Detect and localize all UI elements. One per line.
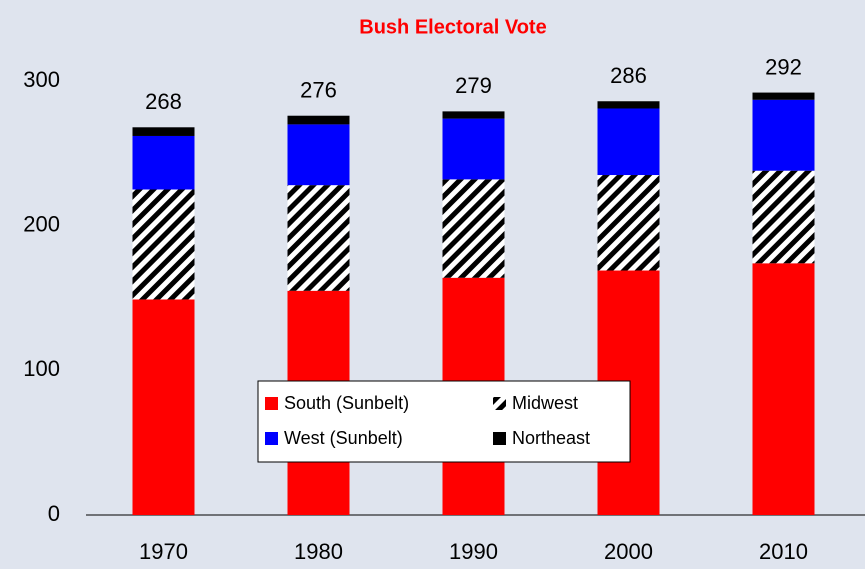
y-tick-label: 200	[23, 211, 60, 236]
total-label: 292	[765, 54, 802, 79]
bar-segment	[132, 127, 195, 136]
legend-label: West (Sunbelt)	[284, 428, 403, 448]
bar-segment	[597, 108, 660, 176]
x-tick-label: 1990	[449, 539, 498, 564]
x-tick-label: 1980	[294, 539, 343, 564]
y-tick-label: 300	[23, 67, 60, 92]
x-tick-label: 1970	[139, 539, 188, 564]
bar-segment	[132, 135, 195, 190]
bar-segment	[442, 111, 505, 119]
legend-swatch	[493, 397, 506, 410]
bar-segment	[287, 185, 350, 291]
chart-title: Bush Electoral Vote	[359, 16, 546, 38]
legend-label: South (Sunbelt)	[284, 393, 409, 413]
legend-label: Midwest	[512, 393, 578, 413]
y-tick-label: 0	[48, 501, 60, 526]
legend-swatch	[493, 432, 506, 445]
bar-segment	[132, 299, 195, 515]
bar-segment	[442, 118, 505, 180]
bar-segment	[287, 124, 350, 186]
bar-segment	[132, 189, 195, 300]
bar-segment	[752, 170, 815, 264]
bar-segment	[752, 99, 815, 171]
total-label: 279	[455, 73, 492, 98]
legend-swatch	[265, 397, 278, 410]
total-label: 268	[145, 89, 182, 114]
legend-swatch	[265, 432, 278, 445]
bar-segment	[752, 92, 815, 100]
y-tick-label: 100	[23, 356, 60, 381]
total-label: 286	[610, 63, 647, 88]
bar-segment	[442, 179, 505, 278]
legend-label: Northeast	[512, 428, 590, 448]
bar-segment	[752, 263, 815, 515]
x-tick-label: 2000	[604, 539, 653, 564]
legend-box	[257, 380, 631, 463]
total-label: 276	[300, 78, 337, 103]
bar-segment	[597, 175, 660, 271]
bar-segment	[597, 101, 660, 109]
bar-segment	[287, 115, 350, 125]
x-tick-label: 2010	[759, 539, 808, 564]
